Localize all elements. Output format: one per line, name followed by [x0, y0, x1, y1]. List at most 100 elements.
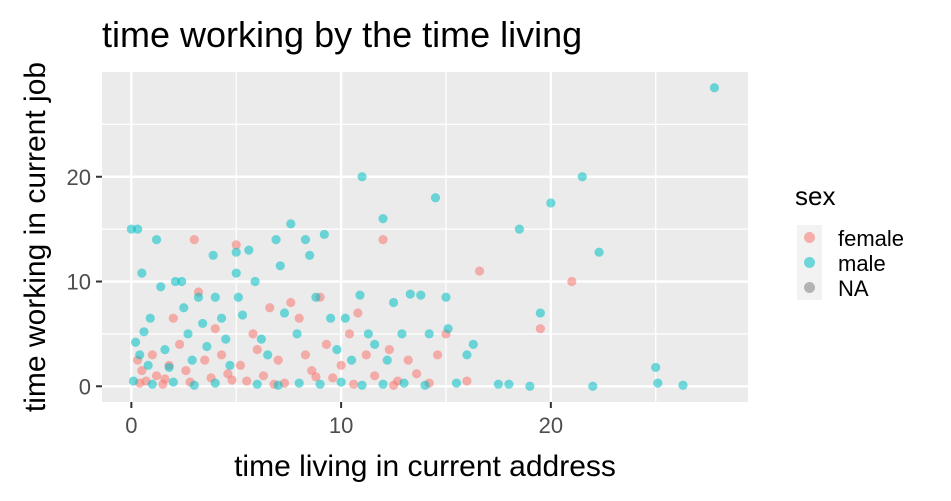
scatter-point-male	[546, 198, 556, 208]
scatter-point-female	[353, 308, 363, 318]
scatter-point-male	[210, 292, 220, 302]
scatter-point-male	[577, 172, 587, 182]
scatter-point-male	[357, 172, 367, 182]
scatter-point-female	[567, 276, 577, 287]
scatter-point-female	[378, 235, 388, 245]
scatter-point-male	[315, 379, 325, 389]
scatter-point-female	[189, 235, 199, 245]
legend-swatch	[804, 257, 815, 268]
scatter-point-female	[273, 355, 283, 365]
scatter-point-female	[235, 360, 246, 370]
scatter-point-male	[221, 334, 231, 344]
scatter-point-male	[179, 303, 189, 313]
scatter-point-male	[332, 345, 342, 355]
scatter-point-female	[216, 350, 227, 360]
scatter-point-male	[198, 318, 208, 329]
scatter-point-male	[319, 229, 329, 239]
scatter-point-male	[355, 290, 365, 300]
legend-label: NA	[838, 276, 869, 301]
scatter-point-male	[252, 379, 262, 389]
scatter-point-male	[143, 360, 153, 370]
x-axis-title: time living in current address	[234, 450, 616, 483]
minor-gridlines	[102, 72, 748, 402]
scatter-point-male	[275, 261, 285, 271]
major-gridlines	[102, 72, 748, 402]
scatter-point-male	[326, 313, 336, 323]
scatter-point-male	[189, 380, 199, 390]
scatter-point-male	[514, 224, 524, 234]
scatter-point-female	[535, 324, 545, 334]
scatter-point-female	[286, 297, 296, 308]
scatter-point-male	[271, 235, 281, 245]
legend-swatch	[804, 232, 815, 243]
scatter-point-male	[250, 276, 260, 287]
x-axis-ticks: 0 10 20	[125, 402, 563, 438]
scatter-point-male	[151, 235, 162, 245]
scatter-point-male	[208, 250, 218, 260]
scatter-point-female	[248, 329, 258, 339]
scatter-point-female	[412, 369, 422, 379]
scatter-point-male	[170, 276, 181, 287]
scatter-point-female	[344, 329, 355, 339]
scatter-point-male	[145, 313, 155, 323]
scatter-point-male	[346, 355, 357, 365]
scatter-point-female	[242, 376, 252, 386]
scatter-point-male	[340, 313, 350, 323]
chart-title: time working by the time living	[102, 14, 582, 55]
scatter-point-female	[432, 350, 443, 360]
legend-title: sex	[795, 181, 835, 211]
scatter-point-female	[160, 374, 170, 384]
y-tick-label: 10	[67, 270, 91, 295]
scatter-point-male	[177, 276, 187, 287]
scatter-point-male	[130, 337, 141, 347]
scatter-point-male	[424, 329, 434, 339]
scatter-point-female	[181, 365, 191, 376]
scatter-point-female	[168, 313, 178, 323]
data-points	[126, 83, 720, 391]
scatter-point-female	[147, 350, 157, 360]
scatter-point-female	[349, 379, 359, 389]
scatter-point-male	[183, 329, 193, 339]
scatter-point-male	[709, 83, 720, 93]
y-axis-title: time working in current job	[19, 62, 52, 412]
scatter-point-male	[357, 380, 367, 390]
y-tick-label: 0	[79, 374, 91, 399]
scatter-point-male	[388, 297, 399, 308]
scatter-point-male	[451, 378, 462, 388]
scatter-point-female	[231, 240, 241, 250]
scatter-point-male	[462, 350, 472, 360]
scatter-point-male	[535, 308, 545, 318]
scatter-point-female	[311, 372, 321, 382]
y-tick-label: 20	[67, 165, 91, 190]
scatter-point-male	[210, 378, 220, 388]
scatter-point-female	[265, 303, 275, 313]
scatter-point-female	[403, 355, 413, 365]
scatter-point-female	[252, 345, 262, 355]
scatter-point-male	[504, 379, 514, 389]
scatter-point-male	[263, 350, 273, 360]
scatter-point-female	[227, 375, 237, 385]
x-tick-label: 0	[125, 413, 137, 438]
scatter-point-male	[416, 290, 426, 300]
scatter-point-male	[651, 362, 661, 373]
scatter-point-male	[294, 378, 304, 388]
scatter-point-male	[468, 339, 478, 349]
scatter-point-male	[441, 292, 451, 302]
scatter-point-male	[292, 329, 302, 339]
scatter-point-male	[279, 308, 290, 318]
scatter-point-male	[156, 282, 166, 292]
plot-panel	[102, 72, 748, 402]
scatter-point-female	[300, 350, 311, 360]
scatter-point-male	[139, 327, 149, 337]
scatter-point-female	[137, 365, 147, 376]
scatter-point-male	[164, 362, 174, 373]
scatter-point-male	[305, 250, 315, 260]
scatter-point-male	[493, 379, 504, 389]
scatter-point-male	[363, 329, 373, 339]
scatter-point-male	[202, 341, 212, 352]
scatter-point-male	[168, 377, 178, 387]
scatter-point-male	[160, 345, 170, 355]
scatter-point-male	[147, 379, 157, 389]
scatter-point-male	[233, 292, 243, 302]
